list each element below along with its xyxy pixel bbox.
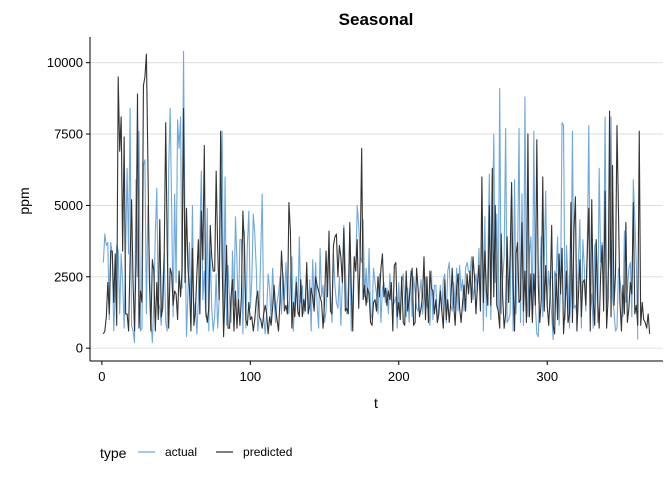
y-tick-label: 7500	[54, 127, 83, 142]
y-tick-label: 5000	[54, 198, 83, 213]
legend-items: actual predicted	[138, 445, 292, 459]
legend-title: type	[100, 445, 127, 461]
y-tick-label: 0	[76, 341, 83, 356]
series-line-predicted	[102, 53, 651, 338]
x-axis-label: t	[374, 395, 378, 411]
y-tick-label: 2500	[54, 269, 83, 284]
y-axis-ticks: 0 2500 5000 7500 10000	[47, 55, 90, 356]
series-layer	[102, 50, 651, 343]
x-tick-label: 0	[98, 369, 105, 384]
chart-title: Seasonal	[339, 10, 414, 29]
legend-item-actual: actual	[138, 445, 197, 459]
axes	[89, 37, 663, 362]
legend-item-predicted: predicted	[216, 445, 292, 459]
x-tick-label: 200	[388, 369, 410, 384]
legend-label-predicted: predicted	[243, 445, 292, 459]
y-axis-label: ppm	[16, 187, 32, 214]
legend-label-actual: actual	[165, 445, 197, 459]
x-tick-label: 300	[536, 369, 558, 384]
x-tick-label: 100	[239, 369, 261, 384]
x-axis-ticks: 0 100 200 300	[98, 361, 558, 384]
y-tick-label: 10000	[47, 55, 83, 70]
legend: type actual predicted	[100, 445, 292, 461]
